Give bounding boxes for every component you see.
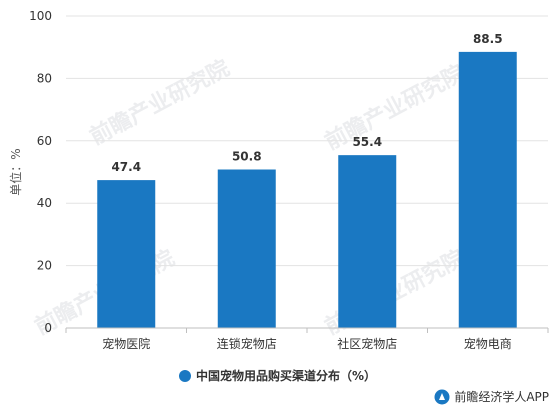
x-tick-label: 宠物医院 (102, 336, 150, 351)
data-label: 88.5 (473, 32, 503, 46)
data-label: 50.8 (232, 150, 262, 164)
bar (97, 180, 156, 328)
data-label: 47.4 (111, 160, 141, 174)
legend-marker (179, 370, 191, 382)
data-label: 55.4 (352, 135, 382, 149)
source-text: 前瞻经济学人APP (454, 390, 549, 404)
bar (217, 169, 276, 328)
y-tick-label: 40 (37, 196, 52, 210)
source-credit: 前瞻经济学人APP (434, 388, 549, 405)
y-tick-label: 100 (29, 9, 52, 23)
legend-label: 中国宠物用品购买渠道分布（%） (196, 368, 376, 383)
bar (458, 51, 517, 328)
y-tick-label: 0 (44, 321, 52, 335)
y-axis-title: 单位：% (8, 148, 23, 195)
y-tick-label: 80 (37, 71, 52, 85)
app-logo-icon (434, 389, 450, 404)
bar (338, 155, 397, 328)
bars: 47.4 50.8 55.4 88.5 (97, 32, 517, 328)
x-tick-label: 宠物电商 (464, 336, 512, 351)
x-tick-label: 社区宠物店 (337, 336, 397, 351)
y-tick-label: 60 (37, 134, 52, 148)
x-axis: 宠物医院 连锁宠物店 社区宠物店 宠物电商 (65, 327, 549, 351)
y-tick-label: 20 (37, 259, 52, 273)
watermark-text: 前瞻产业研究院 (86, 55, 234, 150)
y-axis: 0 20 40 60 80 100 (29, 9, 52, 335)
x-tick-label: 连锁宠物店 (217, 336, 277, 351)
legend: 中国宠物用品购买渠道分布（%） (179, 368, 376, 383)
